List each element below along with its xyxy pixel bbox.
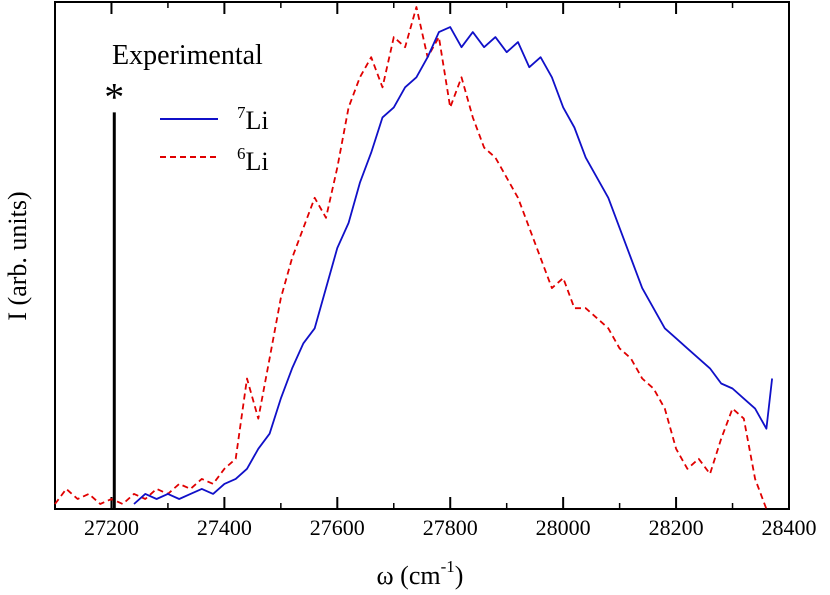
plot-frame — [54, 1, 790, 510]
reference-marker-asterisk: * — [104, 74, 124, 119]
x-tick-label-28200: 28200 — [649, 515, 704, 540]
x-tick-label-28000: 28000 — [536, 515, 591, 540]
x-tick-label-28400: 28400 — [762, 515, 817, 540]
x-axis-label: ω (cm-1) — [377, 557, 464, 590]
legend-label-6li: 6Li — [237, 144, 269, 176]
annotation-experimental: Experimental — [112, 40, 263, 71]
series-line-6li — [54, 6, 768, 510]
legend-base-6li: Li — [246, 147, 269, 176]
legend-sup-7li: 7 — [237, 103, 246, 122]
x-axis-label-main: ω (cm — [377, 561, 441, 590]
x-axis-ticks — [110, 2, 790, 509]
legend-base-7li: Li — [246, 106, 269, 135]
x-tick-label-27200: 27200 — [84, 515, 139, 540]
legend-sup-6li: 6 — [237, 144, 246, 163]
series-layer — [54, 6, 773, 510]
x-tick-label-27800: 27800 — [423, 515, 478, 540]
x-axis-label-tail: ) — [455, 561, 464, 590]
x-axis-label-sup: -1 — [441, 557, 455, 576]
series-line-7li — [133, 26, 773, 505]
x-tick-label-27600: 27600 — [310, 515, 365, 540]
y-axis-label: I (arb. units) — [3, 191, 32, 320]
legend: 7Li 6Li — [160, 103, 269, 176]
legend-label-7li: 7Li — [237, 103, 269, 135]
x-axis-tick-labels: 27200 27400 27600 27800 28000 28200 28400 — [84, 515, 817, 540]
x-tick-label-27400: 27400 — [197, 515, 252, 540]
